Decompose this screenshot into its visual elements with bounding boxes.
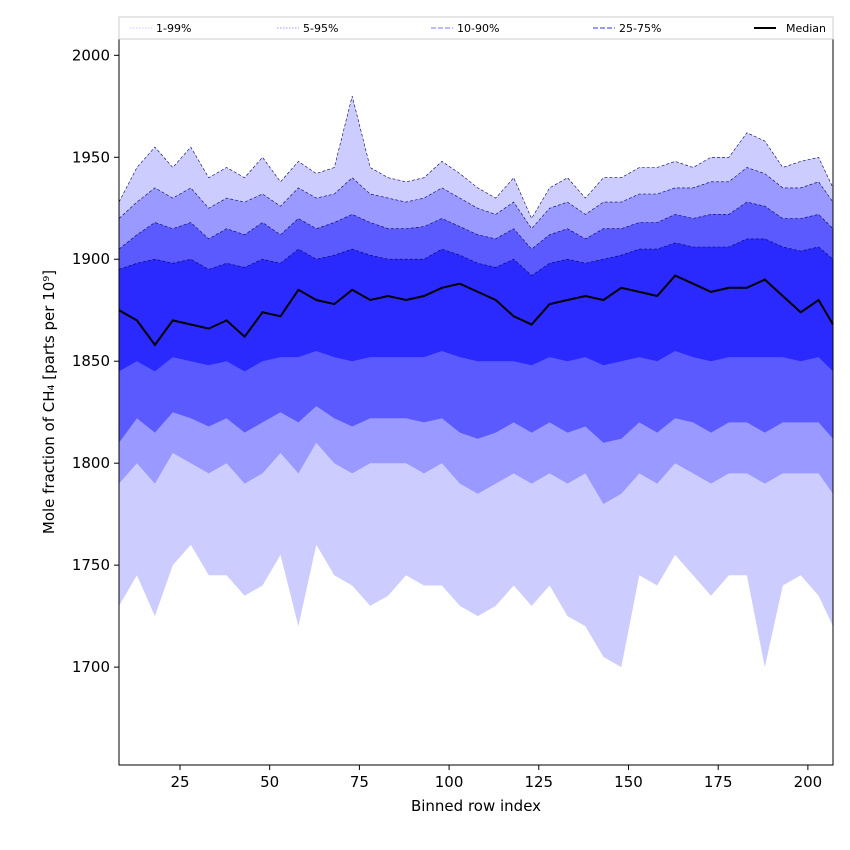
median-line [118, 274, 834, 347]
y-tick-label: 1850 [72, 352, 110, 370]
y-axis-label: Mole fraction of CH₄ [parts per 10⁹] [40, 270, 58, 534]
band-edge-5_95 [118, 167, 834, 230]
legend-label: Median [786, 22, 826, 35]
y-tick-label: 1800 [72, 454, 110, 472]
y-tick-label: 1700 [72, 658, 110, 676]
x-tick-label: 25 [170, 773, 189, 791]
y-tick-label: 1950 [72, 148, 110, 166]
y-tick-label: 1750 [72, 556, 110, 574]
y-tick-label: 2000 [72, 46, 110, 64]
x-tick-label: 150 [614, 773, 643, 791]
x-axis-label: Binned row index [411, 797, 541, 815]
legend-label: 25-75% [619, 22, 661, 35]
legend-label: 5-95% [303, 22, 338, 35]
x-tick-label: 100 [435, 773, 464, 791]
x-axis: 25 50 75 100 125 150 175 200 [170, 765, 822, 791]
band-edge-25_75 [118, 238, 834, 276]
y-tick-label: 1900 [72, 250, 110, 268]
legend-box [118, 16, 834, 40]
y-axis: 1700 1750 1800 1850 1900 1950 2000 [72, 46, 119, 676]
legend-label: 1-99% [156, 22, 191, 35]
x-tick-label: 125 [524, 773, 553, 791]
x-tick-label: 50 [260, 773, 279, 791]
x-tick-label: 175 [704, 773, 733, 791]
x-tick-label: 75 [350, 773, 369, 791]
band-edge-10_90 [118, 201, 834, 250]
legend-label: 10-90% [457, 22, 499, 35]
x-tick-label: 200 [794, 773, 823, 791]
band-edge-1_99 [118, 96, 834, 220]
band-25_75 [119, 238, 833, 372]
median-layer [118, 274, 834, 347]
percentile-bands [118, 96, 834, 668]
legend: 1-99% 5-95% 10-90% 25-75% Median [118, 16, 834, 40]
